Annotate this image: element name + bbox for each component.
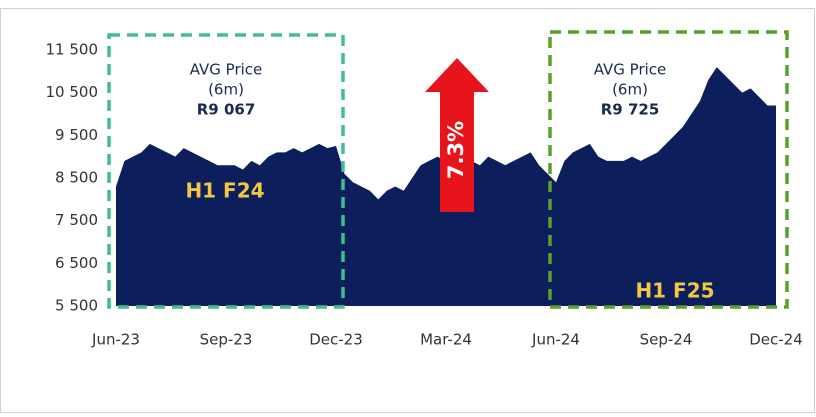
y-tick-label: 6 500 [55,254,98,272]
x-tick-label: Sep-24 [640,331,693,349]
y-tick-label: 9 500 [55,126,98,144]
y-tick-label: 7 500 [55,211,98,229]
avg-window: (6m) [208,81,244,99]
change-label: 7.3% [444,121,468,179]
change-arrow [425,58,489,212]
period-label: H1 F25 [635,279,714,303]
y-tick-label: 8 500 [55,169,98,187]
x-tick-label: Jun-24 [531,331,580,349]
x-tick-label: Jun-23 [91,331,140,349]
y-tick-label: 5 500 [55,297,98,315]
period-label: H1 F24 [185,179,264,203]
y-tick-label: 11 500 [46,41,99,59]
x-tick-label: Dec-24 [749,331,803,349]
avg-value: R9 067 [197,101,256,119]
period-box [548,30,789,309]
avg-title: AVG Price [190,61,263,79]
y-tick-label: 10 500 [46,83,99,101]
period-box [107,33,345,309]
avg-value: R9 725 [601,101,660,119]
avg-title: AVG Price [594,61,667,79]
avg-window: (6m) [612,81,648,99]
x-tick-label: Dec-23 [309,331,363,349]
x-tick-label: Mar-24 [420,331,472,349]
x-tick-label: Sep-23 [200,331,253,349]
